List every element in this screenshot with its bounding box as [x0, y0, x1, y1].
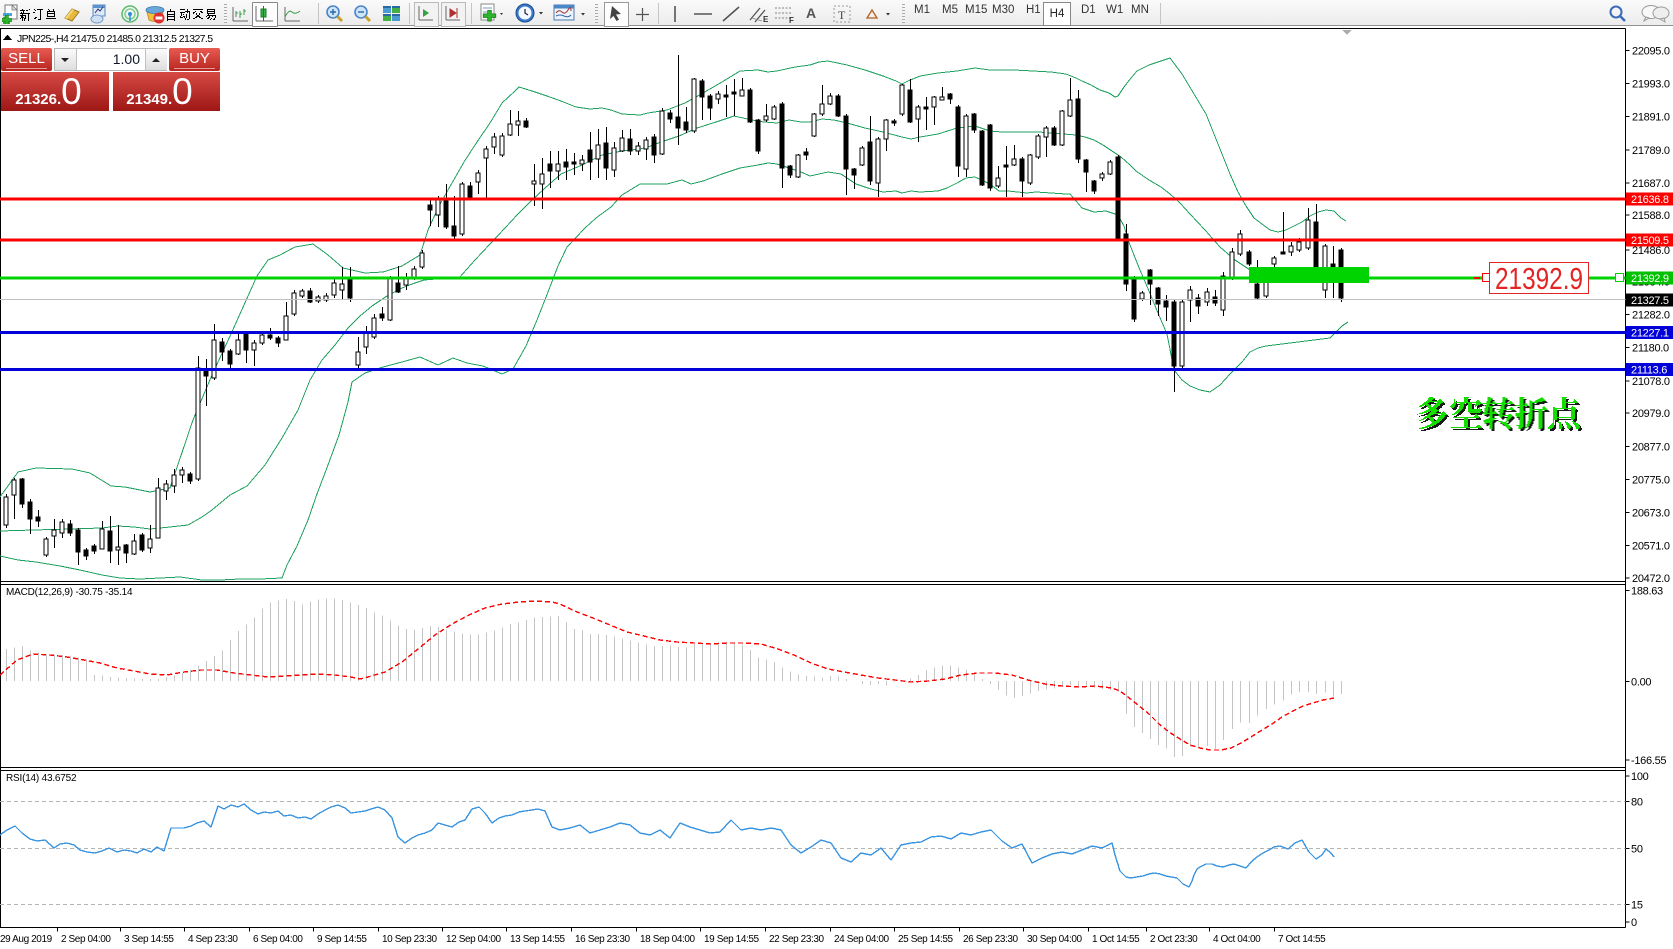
svg-text:21687.0: 21687.0 — [1632, 178, 1670, 190]
svg-text:RSI(14) 43.6752: RSI(14) 43.6752 — [6, 773, 77, 784]
svg-text:MACD(12,26,9) -30.75 -35.14: MACD(12,26,9) -30.75 -35.14 — [6, 587, 133, 598]
svg-text:2 Oct 23:30: 2 Oct 23:30 — [1150, 934, 1198, 945]
svg-text:20571.0: 20571.0 — [1632, 541, 1670, 553]
svg-text:9 Sep 14:55: 9 Sep 14:55 — [317, 934, 367, 945]
svg-text:JPN225-,H4 21475.0 21485.0 21: JPN225-,H4 21475.0 21485.0 21312.5 21327… — [17, 33, 213, 45]
svg-text:24 Sep 04:00: 24 Sep 04:00 — [834, 934, 890, 945]
svg-text:21327.5: 21327.5 — [1631, 295, 1669, 307]
svg-text:6 Sep 04:00: 6 Sep 04:00 — [253, 934, 303, 945]
svg-text:21588.0: 21588.0 — [1632, 210, 1670, 222]
svg-text:22095.0: 22095.0 — [1632, 46, 1670, 58]
svg-text:3 Sep 14:55: 3 Sep 14:55 — [124, 934, 174, 945]
svg-text:21891.0: 21891.0 — [1632, 112, 1670, 124]
svg-text:E: E — [763, 15, 769, 24]
svg-text:50: 50 — [1631, 844, 1643, 856]
svg-text:4 Oct 04:00: 4 Oct 04:00 — [1213, 934, 1261, 945]
svg-text:20877.0: 20877.0 — [1632, 441, 1670, 453]
svg-text:20673.0: 20673.0 — [1632, 508, 1670, 520]
svg-text:21392.9: 21392.9 — [1631, 273, 1669, 285]
svg-text:21227.1: 21227.1 — [1631, 328, 1669, 340]
svg-text:20775.0: 20775.0 — [1632, 474, 1670, 486]
svg-text:20472.0: 20472.0 — [1632, 573, 1670, 585]
svg-text:15: 15 — [1631, 900, 1643, 912]
svg-text:21509.5: 21509.5 — [1631, 235, 1669, 247]
svg-text:21282.0: 21282.0 — [1632, 309, 1670, 321]
svg-text:21486.0: 21486.0 — [1632, 245, 1670, 257]
svg-text:7 Oct 14:55: 7 Oct 14:55 — [1278, 934, 1326, 945]
svg-text:188.63: 188.63 — [1631, 586, 1663, 598]
svg-text:21392.9: 21392.9 — [1495, 261, 1583, 296]
svg-text:22 Sep 23:30: 22 Sep 23:30 — [769, 934, 825, 945]
svg-text:0: 0 — [1631, 917, 1637, 929]
svg-text:30 Sep 04:00: 30 Sep 04:00 — [1027, 934, 1083, 945]
svg-text:21636.8: 21636.8 — [1631, 194, 1669, 206]
svg-text:18 Sep 04:00: 18 Sep 04:00 — [640, 934, 696, 945]
svg-text:19 Sep 14:55: 19 Sep 14:55 — [704, 934, 760, 945]
svg-text:13 Sep 14:55: 13 Sep 14:55 — [510, 934, 566, 945]
svg-text:-166.55: -166.55 — [1631, 755, 1666, 767]
svg-text:21113.6: 21113.6 — [1631, 365, 1667, 377]
svg-text:1 Oct 14:55: 1 Oct 14:55 — [1092, 934, 1140, 945]
svg-text:12 Sep 04:00: 12 Sep 04:00 — [446, 934, 502, 945]
svg-text:21180.0: 21180.0 — [1632, 343, 1669, 355]
svg-text:F: F — [789, 16, 794, 24]
svg-text:10 Sep 23:30: 10 Sep 23:30 — [382, 934, 438, 945]
svg-text:4 Sep 23:30: 4 Sep 23:30 — [188, 934, 238, 945]
svg-text:26 Sep 23:30: 26 Sep 23:30 — [963, 934, 1019, 945]
svg-text:25 Sep 14:55: 25 Sep 14:55 — [898, 934, 954, 945]
svg-text:20979.0: 20979.0 — [1632, 408, 1670, 420]
svg-text:29 Aug 2019: 29 Aug 2019 — [0, 934, 53, 945]
svg-text:21789.0: 21789.0 — [1632, 145, 1670, 157]
svg-text:2 Sep 04:00: 2 Sep 04:00 — [61, 934, 111, 945]
svg-text:21078.0: 21078.0 — [1632, 376, 1670, 388]
svg-text:21993.0: 21993.0 — [1632, 79, 1670, 91]
svg-text:80: 80 — [1631, 797, 1643, 809]
svg-text:16 Sep 23:30: 16 Sep 23:30 — [575, 934, 631, 945]
svg-text:0.00: 0.00 — [1631, 677, 1651, 689]
svg-text:T: T — [838, 8, 846, 22]
svg-text:100: 100 — [1631, 771, 1649, 783]
